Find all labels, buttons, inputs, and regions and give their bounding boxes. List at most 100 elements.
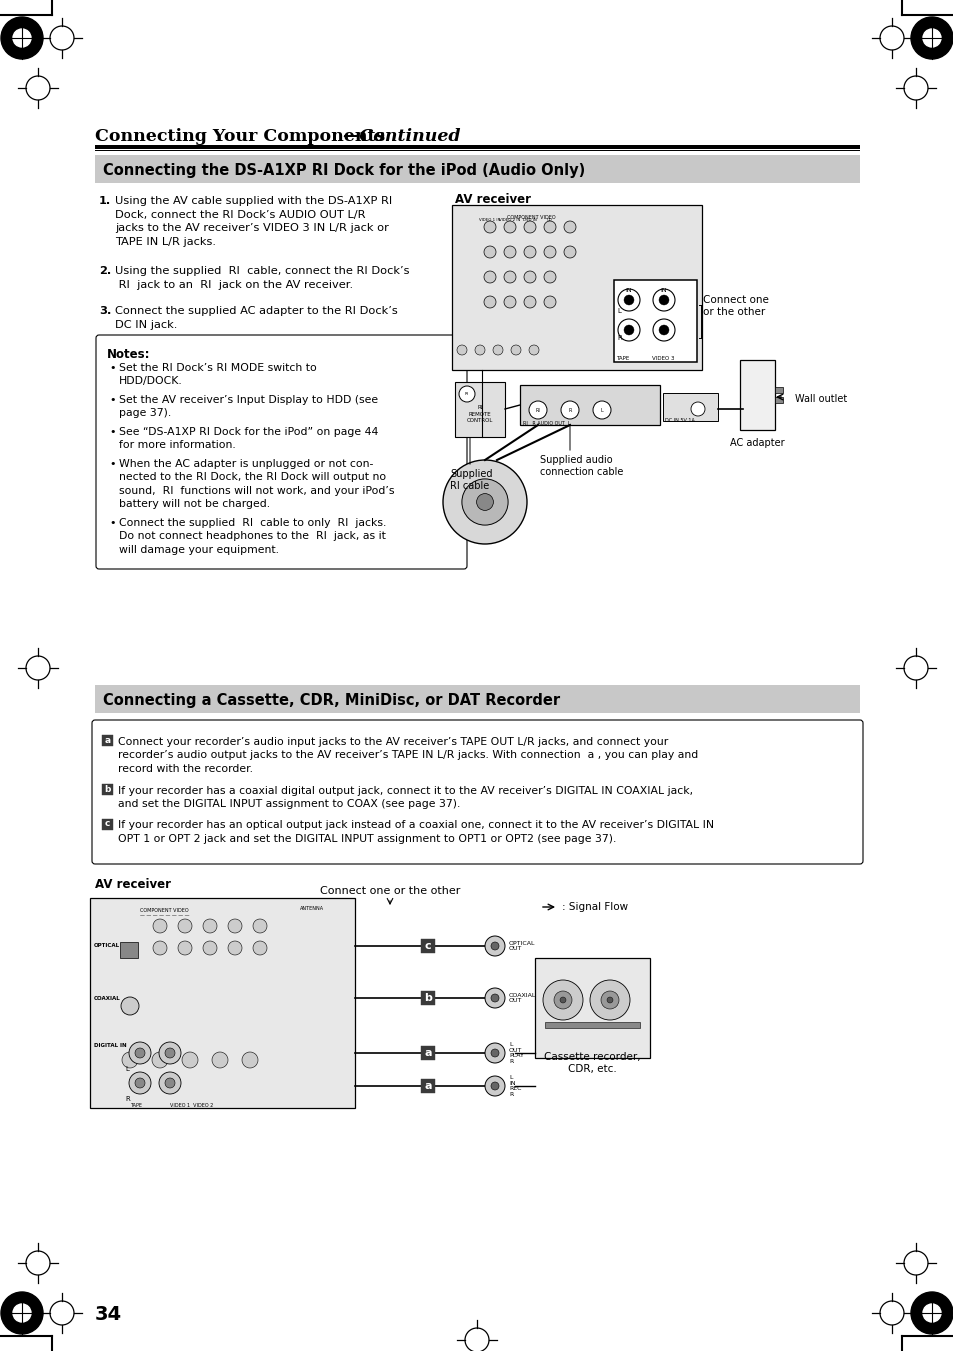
Bar [774, 386, 782, 393]
Text: Set the RI Dock’s RI MODE switch to
HDD/DOCK.: Set the RI Dock’s RI MODE switch to HDD/… [119, 363, 316, 386]
Bar [662, 393, 718, 422]
Circle shape [122, 1052, 138, 1069]
Circle shape [600, 992, 618, 1009]
Text: VIDEO 2 IN: VIDEO 2 IN [498, 218, 520, 222]
Text: Connecting Your Components: Connecting Your Components [95, 128, 385, 145]
Text: b: b [104, 785, 111, 793]
Circle shape [483, 296, 496, 308]
Text: L: L [125, 1066, 129, 1071]
Circle shape [503, 272, 516, 282]
Circle shape [690, 403, 704, 416]
Bar [90, 898, 355, 1108]
Circle shape [491, 994, 498, 1002]
Circle shape [253, 942, 267, 955]
Text: OPTICAL
OUT: OPTICAL OUT [509, 940, 535, 951]
Circle shape [483, 272, 496, 282]
Circle shape [606, 997, 613, 1002]
Circle shape [475, 345, 484, 355]
Circle shape [910, 1292, 952, 1333]
Circle shape [178, 942, 192, 955]
Text: a: a [424, 1081, 432, 1092]
Circle shape [623, 295, 634, 305]
Text: VIDEO 1 IN: VIDEO 1 IN [478, 218, 500, 222]
Circle shape [159, 1042, 181, 1065]
FancyBboxPatch shape [96, 335, 467, 569]
Circle shape [560, 401, 578, 419]
Circle shape [135, 1078, 145, 1088]
Circle shape [493, 345, 502, 355]
Text: Connect one or the other: Connect one or the other [319, 886, 459, 896]
Text: Set the AV receiver’s Input Display to HDD (see
page 37).: Set the AV receiver’s Input Display to H… [119, 394, 377, 419]
Text: •: • [109, 363, 115, 373]
Circle shape [618, 289, 639, 311]
Text: L
IN
REC
R: L IN REC R [509, 1075, 521, 1097]
Circle shape [152, 919, 167, 934]
Circle shape [910, 18, 952, 59]
Bar [740, 359, 774, 430]
Circle shape [212, 1052, 228, 1069]
Bar [420, 1046, 435, 1061]
Text: c: c [424, 942, 431, 951]
Text: •: • [109, 517, 115, 528]
Circle shape [1, 18, 43, 59]
Text: •: • [109, 427, 115, 436]
Text: AC adapter: AC adapter [729, 438, 783, 449]
Text: TAPE: TAPE [616, 357, 629, 361]
Circle shape [529, 401, 546, 419]
Circle shape [203, 942, 216, 955]
Text: Connecting the DS-A1XP RI Dock for the iPod (Audio Only): Connecting the DS-A1XP RI Dock for the i… [103, 162, 584, 177]
Text: b: b [424, 993, 432, 1002]
Circle shape [503, 246, 516, 258]
Text: 34: 34 [95, 1305, 122, 1324]
Text: IN: IN [660, 288, 666, 293]
FancyBboxPatch shape [91, 720, 862, 865]
Circle shape [228, 942, 242, 955]
Circle shape [1, 1292, 43, 1333]
Text: : Signal Flow: : Signal Flow [561, 902, 627, 912]
Text: RI: RI [464, 392, 469, 396]
Circle shape [623, 326, 634, 335]
Text: DC IN 5V 1A: DC IN 5V 1A [664, 417, 694, 423]
Circle shape [503, 222, 516, 232]
Circle shape [563, 246, 576, 258]
Bar [455, 382, 504, 436]
Bar [95, 155, 859, 182]
Circle shape [923, 1304, 940, 1323]
Text: Cassette recorder,
CDR, etc.: Cassette recorder, CDR, etc. [543, 1052, 639, 1074]
Text: RI: RI [535, 408, 539, 412]
Text: ANTENNA: ANTENNA [299, 907, 324, 911]
Bar [102, 819, 112, 830]
Text: —Continued: —Continued [341, 128, 460, 145]
Circle shape [129, 1042, 151, 1065]
Circle shape [543, 246, 556, 258]
Circle shape [484, 1075, 504, 1096]
Bar [544, 1021, 639, 1028]
Text: •: • [109, 394, 115, 405]
Circle shape [484, 1043, 504, 1063]
Bar [535, 958, 649, 1058]
Text: DIGITAL IN: DIGITAL IN [94, 1043, 127, 1048]
Circle shape [461, 478, 508, 526]
Circle shape [483, 222, 496, 232]
Circle shape [152, 942, 167, 955]
Text: R: R [617, 335, 621, 340]
Bar [614, 280, 697, 362]
Circle shape [511, 345, 520, 355]
Text: Using the AV cable supplied with the DS-A1XP RI
Dock, connect the RI Dock’s AUDI: Using the AV cable supplied with the DS-… [115, 196, 392, 247]
Circle shape [484, 988, 504, 1008]
Circle shape [503, 296, 516, 308]
Text: Supplied
RI cable: Supplied RI cable [450, 469, 492, 490]
Circle shape [491, 942, 498, 950]
Text: DVD IN: DVD IN [522, 218, 537, 222]
Circle shape [152, 1052, 168, 1069]
Circle shape [484, 936, 504, 957]
Text: Connect one
or the other: Connect one or the other [702, 295, 768, 316]
Bar [420, 939, 435, 952]
Circle shape [543, 296, 556, 308]
Text: VIDEO 1  VIDEO 2: VIDEO 1 VIDEO 2 [170, 1102, 213, 1108]
Circle shape [165, 1048, 174, 1058]
Text: L: L [600, 408, 602, 412]
Text: a: a [424, 1048, 432, 1058]
Text: 2.: 2. [99, 266, 112, 276]
Circle shape [228, 919, 242, 934]
